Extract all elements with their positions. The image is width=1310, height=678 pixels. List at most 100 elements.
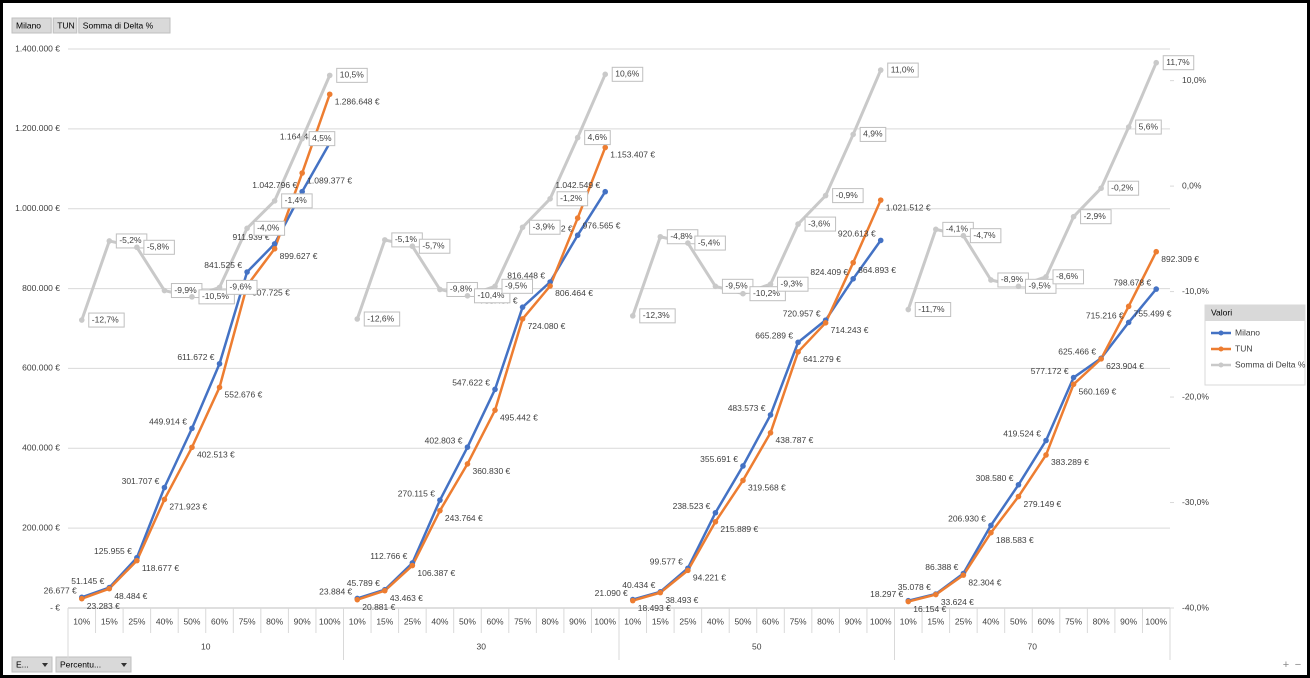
data-point	[547, 195, 553, 202]
data-point	[216, 360, 223, 367]
y2-tick-label: -40,0%	[1182, 602, 1209, 612]
data-point	[877, 67, 884, 73]
field-button[interactable]	[52, 17, 78, 34]
data-point	[299, 170, 305, 176]
x-tick-label: 90%	[294, 616, 311, 626]
data-label-box	[969, 228, 1002, 244]
data-point	[161, 287, 168, 294]
data-label: 611.672 €	[177, 352, 214, 362]
data-label: 20.881 €	[362, 602, 395, 612]
data-point	[1015, 283, 1022, 290]
data-point	[492, 386, 498, 393]
data-label: 271.923 €	[169, 502, 207, 512]
data-label: 383.289 €	[1051, 457, 1089, 467]
data-point	[492, 283, 498, 290]
x-tick-label: 15%	[101, 616, 118, 626]
zoom-control[interactable]: +	[1283, 659, 1289, 671]
series-line	[907, 251, 1158, 603]
x-tick-label: 40%	[431, 616, 448, 626]
data-label: 18.493 €	[638, 603, 671, 613]
field-button-label[interactable]: TUN	[57, 20, 74, 30]
data-label: 82.304 €	[968, 577, 1001, 587]
x-tick-label: 75%	[1065, 616, 1082, 626]
field-button[interactable]	[78, 17, 171, 34]
y-tick-label: 800.000 €	[22, 283, 60, 293]
zoom-control[interactable]: −	[1295, 659, 1301, 671]
data-label: -5,2%	[119, 235, 142, 245]
data-point	[602, 188, 609, 195]
data-point	[106, 238, 113, 244]
data-point	[767, 429, 774, 436]
x-tick-label: 100%	[319, 616, 341, 626]
x-tick-label: 50%	[459, 616, 476, 626]
data-label: 577.172 €	[1031, 366, 1069, 376]
field-button-label[interactable]: Somma di Delta %	[83, 20, 154, 30]
data-label: 724.080 €	[528, 321, 566, 331]
y-tick-label: 1.400.000 €	[15, 43, 60, 53]
data-label: 206.930 €	[948, 514, 986, 524]
field-button-label[interactable]: Milano	[16, 20, 41, 30]
data-label-box	[1135, 119, 1162, 135]
legend-title: Valori	[1211, 307, 1232, 317]
series-line	[356, 191, 607, 600]
data-label: 920.613 €	[838, 229, 876, 239]
data-label: -9,5%	[725, 281, 748, 291]
data-point	[1043, 437, 1049, 444]
y2-tick-label: 10,0%	[1182, 75, 1207, 85]
data-label: -2,9%	[1084, 211, 1107, 221]
data-label-box	[1162, 55, 1195, 71]
data-point	[409, 243, 416, 250]
data-point	[767, 281, 774, 288]
data-point	[134, 244, 140, 251]
data-point	[189, 444, 195, 451]
series-line	[81, 93, 331, 600]
data-label: -0,9%	[836, 190, 859, 200]
data-point	[960, 572, 967, 578]
data-label-box	[777, 276, 809, 292]
dropdown-arrow[interactable]	[42, 663, 48, 667]
filter-button[interactable]	[55, 656, 132, 673]
data-label: -9,9%	[174, 285, 197, 295]
data-point	[1070, 374, 1077, 381]
y-tick-label: 1.200.000 €	[15, 123, 60, 133]
group-label: 30	[477, 641, 487, 651]
data-label-box	[556, 191, 589, 207]
data-label-box	[1024, 278, 1057, 294]
data-point	[189, 425, 195, 432]
data-point	[437, 507, 443, 514]
x-tick-label: 80%	[817, 616, 834, 626]
series-line	[356, 147, 607, 601]
data-point	[1070, 381, 1077, 388]
data-point	[216, 284, 223, 291]
data-label: -3,6%	[808, 218, 831, 228]
data-label: 48.484 €	[114, 591, 147, 601]
data-label: 806.464 €	[555, 288, 593, 298]
y-tick-label: 600.000 €	[22, 363, 60, 373]
data-label: 319.568 €	[748, 483, 786, 493]
field-button[interactable]	[11, 17, 52, 34]
x-tick-label: 10%	[73, 616, 90, 626]
data-label-box	[611, 66, 644, 82]
data-point	[464, 293, 471, 299]
data-point	[657, 589, 664, 596]
filter-button[interactable]	[11, 656, 53, 673]
data-label: -5,7%	[422, 240, 445, 250]
filter-button-label[interactable]: E...	[16, 659, 29, 669]
data-label: -4,1%	[946, 224, 969, 234]
data-label: 911.939 €	[232, 232, 269, 242]
legend-label: TUN	[1235, 343, 1252, 353]
filter-button-label[interactable]: Percentu...	[60, 659, 101, 669]
data-point	[795, 339, 801, 346]
data-point	[988, 277, 994, 283]
x-tick-label: 50%	[1010, 616, 1027, 626]
data-point	[795, 221, 801, 227]
data-label: 841.525 €	[204, 260, 242, 270]
data-point	[519, 304, 526, 310]
legend-label: Somma di Delta %	[1235, 359, 1306, 369]
dropdown-arrow[interactable]	[121, 663, 127, 667]
data-label: 976.565 €	[583, 220, 621, 230]
data-label-box	[694, 235, 726, 251]
x-tick-label: 15%	[652, 616, 669, 626]
group-label: 10	[201, 641, 211, 651]
